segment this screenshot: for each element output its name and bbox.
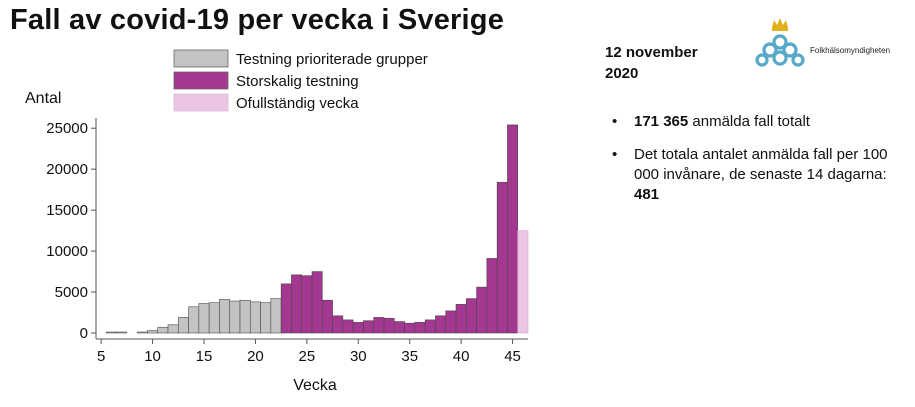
x-tick-label: 35 bbox=[401, 348, 418, 365]
bar-week-46 bbox=[517, 230, 529, 334]
x-axis-label: Vecka bbox=[293, 377, 337, 394]
bar-week-34 bbox=[393, 321, 405, 334]
bar-week-39 bbox=[445, 310, 457, 334]
bar-week-22 bbox=[270, 298, 282, 334]
x-tick-label: 30 bbox=[350, 348, 367, 365]
bar-week-18 bbox=[229, 300, 241, 334]
bar-week-26 bbox=[311, 271, 323, 334]
x-tick-label: 5 bbox=[97, 348, 105, 365]
agency-logo: Folkhälsomyndigheten bbox=[752, 16, 902, 76]
bar-week-45 bbox=[507, 124, 519, 334]
legend-label: Ofullständig vecka bbox=[236, 95, 359, 112]
bar-week-43 bbox=[486, 258, 498, 334]
x-tick-label: 40 bbox=[453, 348, 470, 365]
x-tick-label: 25 bbox=[299, 348, 316, 365]
bullet-total-cases: 171 365 anmälda fall totalt bbox=[605, 112, 905, 132]
y-tick-label: 15000 bbox=[46, 202, 88, 219]
bar-week-19 bbox=[239, 299, 251, 334]
y-tick-label: 10000 bbox=[46, 243, 88, 260]
y-tick-label: 20000 bbox=[46, 161, 88, 178]
bar-week-33 bbox=[383, 317, 395, 334]
bar-week-25 bbox=[301, 275, 313, 334]
legend-swatch bbox=[173, 49, 229, 68]
total-cases-value: 171 365 bbox=[634, 113, 689, 130]
x-tick-label: 20 bbox=[247, 348, 264, 365]
bar-week-44 bbox=[496, 181, 508, 334]
bar-week-6 bbox=[105, 331, 117, 334]
bar-week-7 bbox=[116, 331, 128, 334]
report-date-line2: 2020 bbox=[605, 65, 639, 82]
y-axis-label: Antal bbox=[25, 90, 61, 107]
y-tick-label: 25000 bbox=[46, 120, 88, 137]
x-tick-label: 45 bbox=[504, 348, 521, 365]
logo-emblem-icon bbox=[755, 18, 805, 67]
bar-week-36 bbox=[414, 322, 426, 334]
key-figures-list: 171 365 anmälda fall totalt Det totala a… bbox=[605, 112, 905, 218]
legend-swatch bbox=[173, 93, 229, 112]
bar-week-16 bbox=[208, 302, 220, 334]
bar-week-28 bbox=[332, 315, 344, 334]
bar-week-35 bbox=[404, 322, 416, 334]
bar-week-21 bbox=[260, 302, 272, 334]
bar-week-13 bbox=[177, 317, 189, 334]
bar-week-10 bbox=[147, 330, 159, 334]
logo-wordmark: Folkhälsomyndigheten bbox=[810, 46, 891, 55]
bar-week-15 bbox=[198, 303, 210, 334]
bar-week-31 bbox=[363, 320, 375, 334]
report-date: 12 november 2020 bbox=[605, 42, 698, 84]
total-cases-text: anmälda fall totalt bbox=[688, 113, 810, 130]
y-tick-label: 0 bbox=[80, 325, 88, 342]
page-title: Fall av covid-19 per vecka i Sverige bbox=[10, 4, 505, 36]
bar-week-12 bbox=[167, 324, 179, 334]
bar-week-30 bbox=[352, 322, 364, 334]
bar-week-11 bbox=[157, 326, 169, 334]
legend-swatch bbox=[173, 71, 229, 90]
report-date-line1: 12 november bbox=[605, 44, 698, 61]
weekly-cases-chart: 0 5000 10000 15000 20000 25000 5 10 15 20 25 30 35 40… bbox=[25, 49, 529, 394]
legend-label: Storskalig testning bbox=[236, 73, 359, 90]
bar-week-24 bbox=[291, 274, 303, 334]
bar-week-42 bbox=[476, 286, 488, 334]
incidence-value: 481 bbox=[634, 186, 660, 203]
legend-label: Testning prioriterade grupper bbox=[236, 51, 428, 68]
bar-week-27 bbox=[321, 299, 333, 334]
bar-week-32 bbox=[373, 317, 385, 334]
bar-week-37 bbox=[424, 319, 436, 334]
bar-week-23 bbox=[280, 283, 292, 334]
bar-week-14 bbox=[188, 306, 200, 334]
bar-week-20 bbox=[249, 301, 261, 334]
bar-week-29 bbox=[342, 319, 354, 334]
y-tick-label: 5000 bbox=[55, 284, 88, 301]
incidence-text: Det totala antalet anmälda fall per 100 … bbox=[634, 146, 888, 183]
bar-week-40 bbox=[455, 304, 467, 334]
x-tick-label: 15 bbox=[196, 348, 213, 365]
bullet-incidence: Det totala antalet anmälda fall per 100 … bbox=[605, 145, 905, 205]
bar-week-38 bbox=[435, 315, 447, 334]
x-tick-label: 10 bbox=[144, 348, 161, 365]
bar-week-17 bbox=[219, 299, 231, 334]
bar-week-41 bbox=[465, 298, 477, 334]
bar-week-9 bbox=[136, 331, 148, 334]
